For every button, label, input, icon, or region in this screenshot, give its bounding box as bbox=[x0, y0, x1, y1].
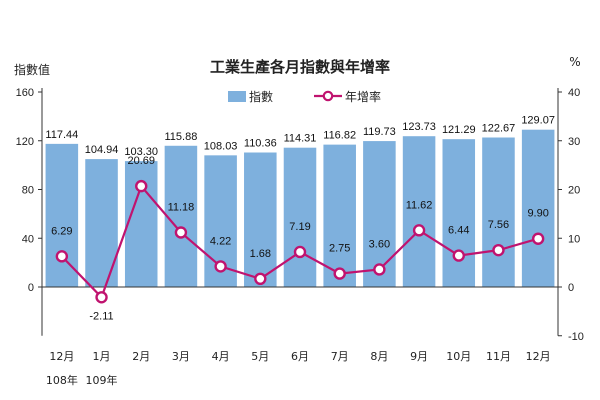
growth-rate-label: 7.19 bbox=[289, 221, 310, 233]
legend-swatch-bars bbox=[228, 91, 246, 102]
x-axis-category-label: 5月 bbox=[251, 350, 269, 363]
bar-value-label: 122.67 bbox=[482, 122, 516, 134]
right-axis-tick-label: 30 bbox=[568, 136, 580, 148]
growth-rate-point bbox=[55, 250, 69, 263]
bar-value-label: 110.36 bbox=[244, 137, 277, 149]
growth-rate-label: 6.29 bbox=[51, 225, 72, 237]
right-axis-tick-label: 0 bbox=[568, 282, 574, 294]
right-axis-tick-label: 40 bbox=[568, 87, 580, 99]
x-axis-category-label: 3月 bbox=[172, 350, 190, 363]
legend-swatch-marker bbox=[322, 90, 334, 102]
bar-value-label: 114.31 bbox=[284, 133, 317, 145]
growth-rate-point bbox=[333, 267, 346, 280]
x-axis-category-label: 11月 bbox=[486, 350, 511, 363]
legend-label-line: 年增率 bbox=[345, 89, 381, 104]
bar bbox=[323, 144, 356, 287]
x-axis-category-label: 6月 bbox=[291, 350, 309, 363]
bar-value-label: 103.30 bbox=[124, 146, 158, 158]
bar-value-label: 108.03 bbox=[204, 140, 238, 152]
bar bbox=[363, 141, 396, 287]
x-axis-year-label: 108年 bbox=[46, 373, 78, 387]
growth-rate-label: 6.44 bbox=[448, 225, 469, 237]
growth-rate-label: 11.18 bbox=[168, 201, 195, 213]
growth-rate-point bbox=[412, 224, 426, 237]
bar bbox=[283, 147, 317, 287]
growth-rate-point bbox=[492, 243, 505, 257]
bar-value-label: 104.94 bbox=[85, 144, 119, 156]
bar bbox=[244, 152, 277, 287]
growth-rate-label: 1.68 bbox=[250, 248, 271, 260]
bar bbox=[164, 145, 198, 287]
growth-rate-point bbox=[254, 272, 267, 286]
left-axis-tick-label: 0 bbox=[28, 282, 34, 294]
legend: 指數 年增率 bbox=[228, 89, 381, 104]
growth-rate-label: 20.69 bbox=[127, 155, 155, 167]
bar-series bbox=[45, 129, 555, 287]
x-axis-category-label: 10月 bbox=[446, 350, 471, 363]
bar bbox=[402, 136, 436, 287]
right-axis-title: % bbox=[569, 55, 580, 69]
x-axis-category-label: 12月 bbox=[526, 350, 551, 363]
right-axis-tick-label: 20 bbox=[568, 185, 580, 197]
growth-rate-point bbox=[95, 291, 108, 304]
growth-rate-label: 7.56 bbox=[488, 219, 509, 231]
chart-title: 工業生產各月指數與年增率 bbox=[210, 58, 390, 76]
x-axis-category-label: 7月 bbox=[331, 350, 349, 363]
growth-rate-label: 4.22 bbox=[210, 235, 231, 247]
growth-rate-label: -2.11 bbox=[89, 310, 113, 322]
growth-rate-point bbox=[293, 245, 307, 259]
bar bbox=[442, 139, 476, 287]
data-labels: 117.44 104.94 103.30 115.88 108.03 110.36 114.… bbox=[45, 115, 555, 323]
axes: 160 120 80 40 0 40 30 20 10 0 -10 12月 1月 2月 3月 4月 5月 6月 7月… bbox=[16, 87, 584, 387]
growth-rate-point bbox=[531, 232, 545, 245]
bar-value-label: 121.29 bbox=[442, 124, 476, 136]
left-axis-tick-label: 120 bbox=[16, 136, 34, 148]
growth-rate-point bbox=[214, 260, 227, 273]
bar-value-label: 116.82 bbox=[323, 130, 356, 142]
right-axis-tick-label: 10 bbox=[568, 233, 580, 245]
x-axis-category-label: 4月 bbox=[212, 350, 230, 363]
growth-rate-label: 9.90 bbox=[527, 208, 548, 220]
bar-value-label: 117.44 bbox=[45, 129, 78, 141]
left-axis-tick-label: 160 bbox=[16, 87, 34, 99]
growth-rate-label: 2.75 bbox=[329, 243, 350, 255]
growth-rate-point bbox=[452, 249, 465, 262]
bar bbox=[482, 137, 515, 287]
bar bbox=[521, 129, 555, 287]
left-axis-title: 指數值 bbox=[14, 62, 50, 77]
x-axis-category-label: 1月 bbox=[93, 350, 111, 363]
growth-rate-label: 11.62 bbox=[406, 199, 433, 211]
bar-value-label: 123.73 bbox=[402, 121, 436, 133]
left-axis-tick-label: 80 bbox=[22, 185, 34, 197]
x-axis-category-label: 8月 bbox=[370, 350, 388, 363]
left-axis-tick-label: 40 bbox=[22, 233, 34, 245]
x-axis-year-label: 109年 bbox=[86, 373, 118, 387]
growth-rate-point bbox=[373, 263, 386, 276]
growth-rate-point bbox=[135, 179, 148, 193]
bar bbox=[45, 143, 79, 287]
bar-value-label: 119.73 bbox=[363, 126, 396, 138]
legend-label-bars: 指數 bbox=[249, 89, 273, 104]
x-axis-category-label: 9月 bbox=[410, 350, 428, 363]
x-axis-category-label: 2月 bbox=[132, 350, 150, 363]
bar-value-label: 129.07 bbox=[521, 115, 555, 127]
x-axis-category-label: 12月 bbox=[49, 350, 74, 363]
right-axis-tick-label: -10 bbox=[568, 331, 584, 343]
bar-value-label: 115.88 bbox=[165, 131, 198, 143]
growth-rate-label: 3.60 bbox=[369, 238, 390, 250]
line-series bbox=[55, 179, 545, 304]
growth-rate-point bbox=[174, 226, 188, 239]
